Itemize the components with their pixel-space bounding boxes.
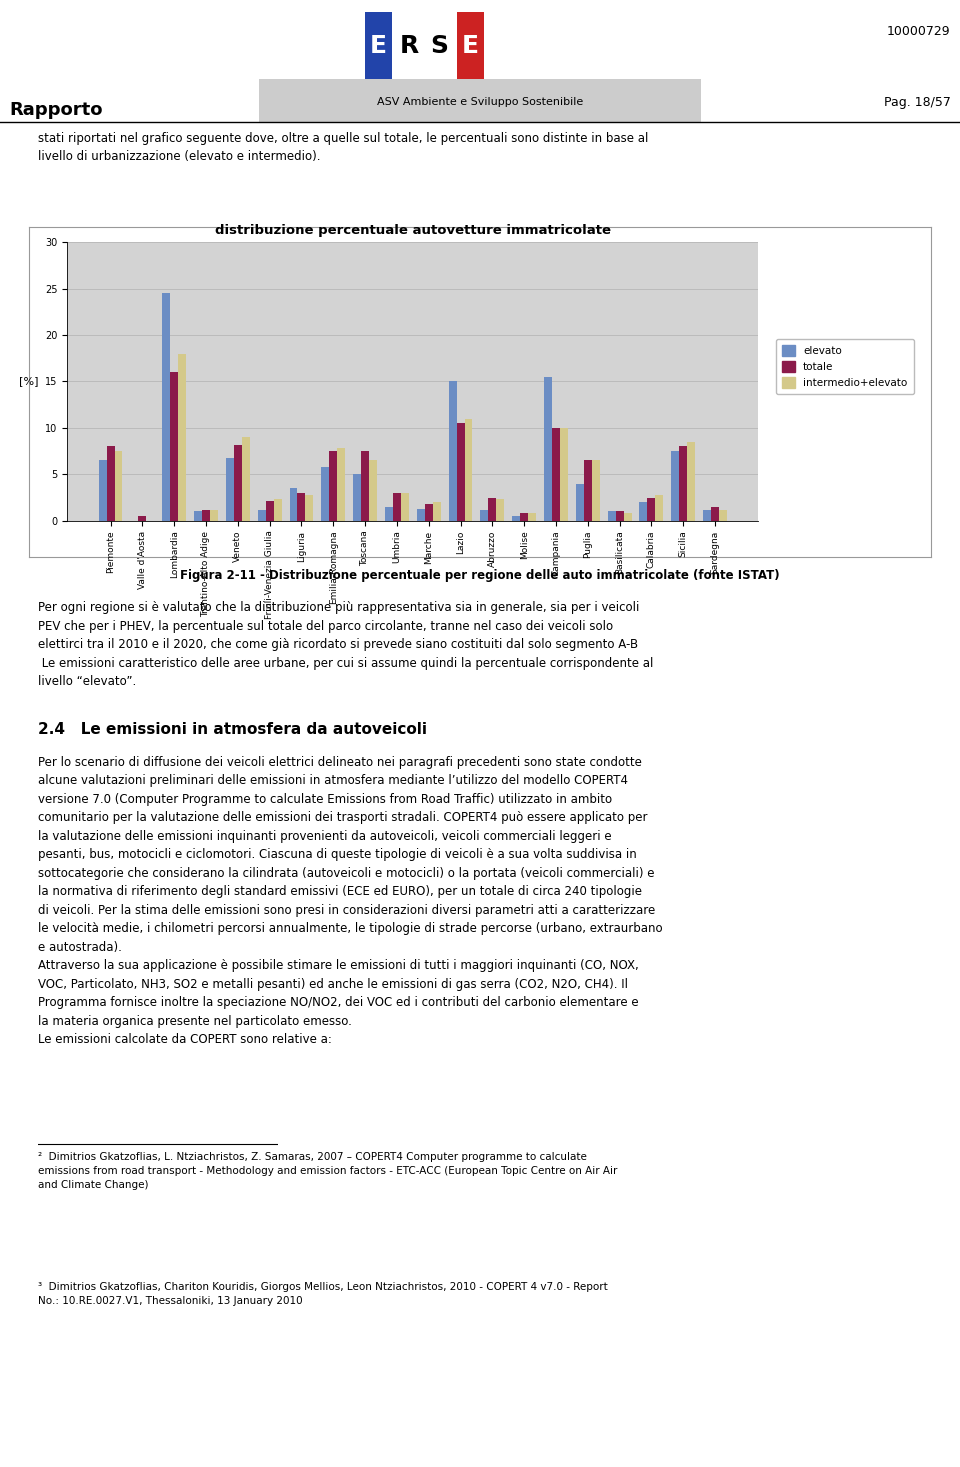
Bar xyxy=(138,516,146,521)
Text: R: R xyxy=(399,34,419,59)
Bar xyxy=(290,489,298,521)
Bar xyxy=(457,422,465,521)
Bar xyxy=(337,449,346,521)
Bar xyxy=(274,499,281,521)
Bar xyxy=(680,446,687,521)
Text: Figura 2-11 - Distribuzione percentuale per regione delle auto immatricolate (fo: Figura 2-11 - Distribuzione percentuale … xyxy=(180,569,780,582)
Bar xyxy=(322,467,329,521)
Bar xyxy=(361,452,369,521)
Bar xyxy=(369,461,377,521)
Bar xyxy=(591,461,600,521)
Text: Per ogni regione si è valutato che la distribuzione più rappresentativa sia in g: Per ogni regione si è valutato che la di… xyxy=(38,601,654,688)
Bar xyxy=(584,461,591,521)
Bar xyxy=(480,509,489,521)
Bar xyxy=(385,506,393,521)
Bar xyxy=(433,502,441,521)
Bar xyxy=(99,461,107,521)
Text: S: S xyxy=(431,34,448,59)
Bar xyxy=(365,12,392,81)
Text: 10000729: 10000729 xyxy=(887,25,950,38)
Text: Rapporto: Rapporto xyxy=(10,101,103,119)
Y-axis label: [%]: [%] xyxy=(18,377,38,386)
Bar xyxy=(448,381,457,521)
Text: Per lo scenario di diffusione dei veicoli elettrici delineato nei paragrafi prec: Per lo scenario di diffusione dei veicol… xyxy=(38,756,663,1046)
Bar xyxy=(202,509,210,521)
Bar xyxy=(457,12,484,81)
Bar xyxy=(424,505,433,521)
Bar xyxy=(393,493,401,521)
Bar xyxy=(305,494,313,521)
Text: stati riportati nel grafico seguente dove, oltre a quelle sul totale, le percent: stati riportati nel grafico seguente dov… xyxy=(38,132,649,163)
Bar xyxy=(552,428,560,521)
Bar xyxy=(401,493,409,521)
Legend: elevato, totale, intermedio+elevato: elevato, totale, intermedio+elevato xyxy=(776,339,914,395)
Bar xyxy=(624,513,632,521)
Bar xyxy=(496,499,504,521)
Bar xyxy=(179,354,186,521)
Bar xyxy=(107,446,114,521)
Bar xyxy=(417,509,424,521)
Text: 2.4   Le emissioni in atmosfera da autoveicoli: 2.4 Le emissioni in atmosfera da autovei… xyxy=(38,722,427,738)
Bar xyxy=(114,452,123,521)
Title: distribuzione percentuale autovetture immatricolate: distribuzione percentuale autovetture im… xyxy=(215,224,611,236)
Bar xyxy=(615,512,624,521)
Bar xyxy=(528,513,536,521)
Bar xyxy=(711,506,719,521)
Text: E: E xyxy=(462,34,479,59)
Text: ASV Ambiente e Sviluppo Sostenibile: ASV Ambiente e Sviluppo Sostenibile xyxy=(377,97,583,107)
Bar xyxy=(465,418,472,521)
Bar xyxy=(656,494,663,521)
Bar xyxy=(647,497,656,521)
Bar xyxy=(210,509,218,521)
Bar xyxy=(242,437,250,521)
Bar xyxy=(703,509,711,521)
Bar xyxy=(520,513,528,521)
Bar xyxy=(259,79,701,122)
Bar xyxy=(170,373,179,521)
Text: Pag. 18/57: Pag. 18/57 xyxy=(883,95,950,109)
Bar xyxy=(226,458,234,521)
Bar xyxy=(266,502,274,521)
Bar xyxy=(544,377,552,521)
Bar xyxy=(513,516,520,521)
Bar xyxy=(687,442,695,521)
Bar xyxy=(576,484,584,521)
Text: ²  Dimitrios Gkatzoflias, L. Ntziachristos, Z. Samaras, 2007 – COPERT4 Computer : ² Dimitrios Gkatzoflias, L. Ntziachristo… xyxy=(38,1152,618,1190)
Bar xyxy=(234,445,242,521)
Text: E: E xyxy=(370,34,387,59)
Bar xyxy=(608,512,615,521)
Bar xyxy=(162,293,170,521)
Text: ³  Dimitrios Gkatzoflias, Chariton Kouridis, Giorgos Mellios, Leon Ntziachristos: ³ Dimitrios Gkatzoflias, Chariton Kourid… xyxy=(38,1282,608,1306)
Bar xyxy=(671,452,680,521)
Bar xyxy=(257,509,266,521)
Bar xyxy=(719,509,727,521)
Bar xyxy=(298,493,305,521)
Bar xyxy=(329,452,337,521)
Bar xyxy=(639,502,647,521)
Bar xyxy=(194,512,202,521)
Bar xyxy=(489,497,496,521)
Bar xyxy=(353,474,361,521)
Bar xyxy=(560,428,568,521)
